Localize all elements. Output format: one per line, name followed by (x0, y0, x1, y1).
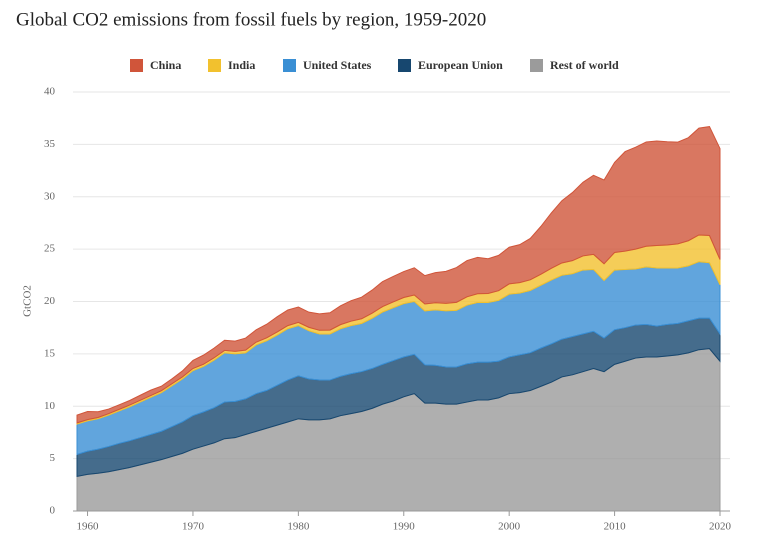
y-axis-label: GtCO2 (22, 285, 34, 317)
x-tick-label: 1960 (77, 521, 100, 533)
areas (76, 126, 721, 512)
y-tick-label: 30 (44, 190, 56, 202)
legend-swatch (130, 59, 143, 72)
y-tick-label: 25 (44, 243, 56, 255)
legend-label: United States (303, 58, 372, 72)
legend-item: European Union (398, 58, 503, 72)
y-tick-label: 0 (50, 505, 56, 517)
x-tick-label: 1990 (393, 521, 416, 533)
legend-label: India (228, 58, 255, 72)
y-tick-label: 10 (44, 400, 56, 412)
chart-title: Global CO2 emissions from fossil fuels b… (16, 9, 486, 30)
area (76, 126, 721, 424)
legend-item: United States (283, 58, 372, 72)
legend-label: China (150, 58, 181, 72)
y-tick-label: 40 (44, 86, 56, 98)
y-tick-label: 20 (44, 295, 56, 307)
legend-swatch (208, 59, 221, 72)
legend-item: Rest of world (530, 58, 619, 72)
x-tick-label: 1980 (287, 521, 310, 533)
y-tick-label: 15 (44, 347, 56, 359)
x-tick-label: 2000 (498, 521, 521, 533)
legend-item: India (208, 58, 255, 72)
x-tick-label: 1970 (182, 521, 205, 533)
x-tick-label: 2010 (604, 521, 627, 533)
legend-label: European Union (418, 58, 503, 72)
legend-item: China (130, 58, 181, 72)
y-tick-label: 5 (50, 452, 56, 464)
legend-swatch (398, 59, 411, 72)
y-tick-label: 35 (44, 138, 56, 150)
legend-label: Rest of world (550, 58, 619, 72)
legend-swatch (530, 59, 543, 72)
legend-swatch (283, 59, 296, 72)
x-tick-label: 2020 (709, 521, 732, 533)
